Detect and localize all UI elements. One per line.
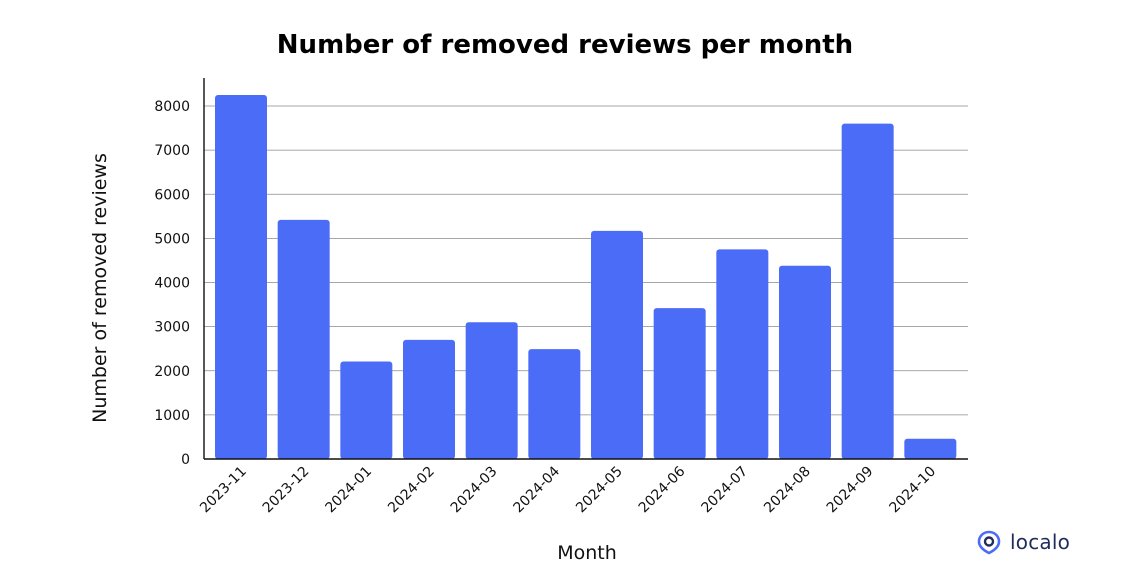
- y-tick-label: 3000: [154, 320, 190, 336]
- x-tick-label: 2024-04: [510, 463, 563, 516]
- brand-logo: localo: [976, 529, 1070, 555]
- bar-2024-05: [591, 230, 643, 459]
- y-tick-label: 5000: [154, 231, 190, 247]
- brand-name: localo: [1010, 530, 1071, 554]
- y-tick-label: 8000: [154, 99, 190, 115]
- y-tick-label: 2000: [154, 364, 190, 380]
- y-tick-label: 6000: [154, 187, 190, 203]
- x-tick-label: 2024-06: [636, 463, 689, 516]
- y-axis-label: Number of removed reviews: [89, 153, 111, 423]
- y-tick-label: 0: [181, 452, 190, 468]
- x-tick-label: 2024-01: [322, 464, 375, 517]
- chart-title: Number of removed reviews per month: [277, 30, 853, 60]
- bar-2024-02: [403, 339, 455, 459]
- bar-2024-08: [779, 265, 831, 459]
- grid-lines: [204, 105, 968, 416]
- bar-2023-11: [215, 94, 267, 459]
- x-tick-label: 2024-08: [761, 464, 814, 517]
- localo-logo-icon: [977, 530, 1001, 555]
- bar-2023-12: [277, 219, 330, 459]
- bar-2024-03: [465, 322, 518, 459]
- x-tick-label: 2024-03: [448, 464, 501, 517]
- bar-2024-07: [716, 249, 769, 459]
- y-tick-label: 1000: [154, 408, 190, 424]
- bars: [215, 94, 957, 460]
- x-tick-label: 2024-05: [573, 464, 626, 517]
- x-tick-label: 2024-02: [385, 464, 438, 517]
- x-tick-label: 2023-11: [197, 464, 250, 517]
- x-tick-label: 2023-12: [260, 464, 313, 517]
- x-axis-label: Month: [557, 542, 617, 564]
- y-tick-labels: 0 1000 2000 3000 4000 5000 6000 7000 8000: [154, 99, 190, 468]
- bar-2024-01: [340, 361, 393, 459]
- y-tick-label: 4000: [154, 276, 190, 292]
- x-tick-labels: 2023-11 2023-12 2024-01 2024-02 2024-03 2024-…: [197, 463, 939, 516]
- bar-2024-09: [841, 123, 894, 460]
- bar-2024-06: [653, 308, 706, 459]
- bar-2024-04: [528, 349, 581, 459]
- bar-2024-10: [904, 438, 957, 459]
- x-tick-label: 2024-10: [886, 464, 939, 517]
- x-tick-label: 2024-07: [698, 464, 751, 517]
- y-tick-label: 7000: [154, 143, 190, 159]
- x-tick-label: 2024-09: [824, 464, 877, 517]
